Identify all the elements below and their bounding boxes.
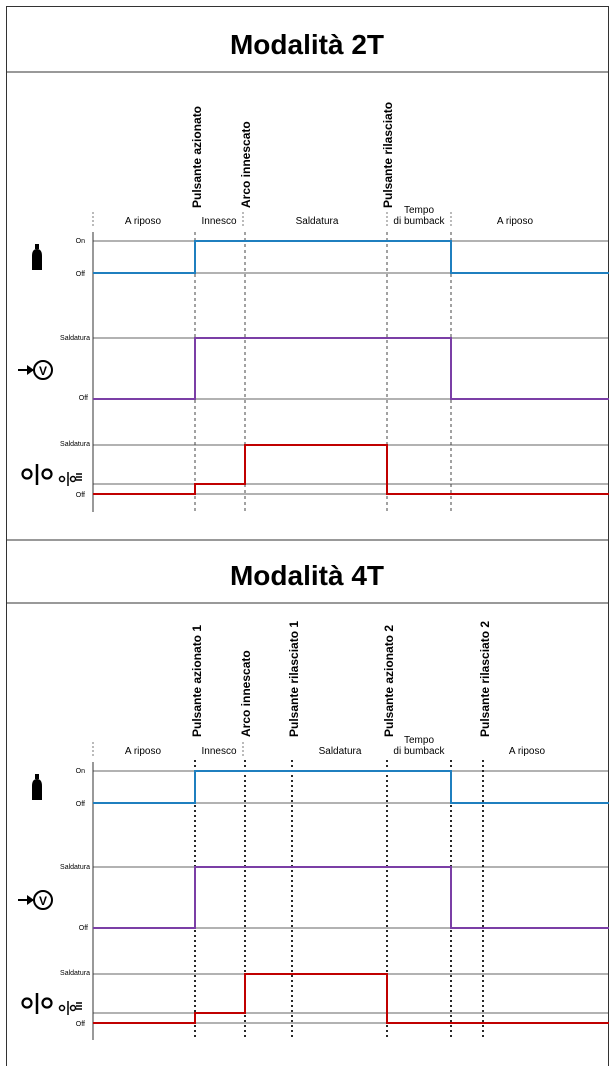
current-weld-label: Saldatura (60, 441, 90, 448)
phase-label-rest-end: A riposo (509, 746, 546, 757)
phase-label-burnback-2: di bumback (393, 216, 445, 227)
phase-label-welding: Saldatura (319, 746, 362, 757)
outer-border (6, 6, 609, 1066)
current-off-label: Off (76, 492, 85, 499)
phase-label-welding: Saldatura (296, 216, 339, 227)
voltage-signal (93, 866, 609, 929)
phase-label-burnback-1: Tempo (404, 735, 434, 746)
current-signal (93, 973, 609, 1024)
panel-2t: Modalità 2T Pulsante azionato Arco innes… (6, 29, 609, 512)
event-label-arc-struck: Arco innescato (239, 650, 253, 737)
voltage-signal (93, 337, 609, 400)
svg-text:V: V (39, 364, 47, 378)
phase-label-rest: A riposo (125, 746, 162, 757)
current-signal (93, 444, 609, 495)
event-label-button-released: Pulsante rilasciato (381, 102, 395, 208)
gas-cylinder-icon (32, 774, 42, 800)
gas-off-label: Off (76, 801, 85, 808)
event-label-button-pressed: Pulsante azionato (190, 106, 204, 208)
voltage-arrow-icon: V (18, 890, 53, 910)
welding-current-icon (21, 464, 82, 486)
voltage-off-label: Off (79, 925, 88, 932)
voltage-weld-label: Saldatura (60, 864, 90, 871)
event-label-button-released-2: Pulsante rilasciato 2 (478, 621, 492, 737)
gas-cylinder-icon (32, 244, 42, 270)
panel-title: Modalità 2T (230, 29, 384, 60)
phase-label-rest: A riposo (125, 216, 162, 227)
phase-label-burnback-2: di bumback (393, 746, 445, 757)
svg-text:V: V (39, 894, 47, 908)
event-label-button-pressed-2: Pulsante azionato 2 (382, 625, 396, 737)
gas-signal (93, 770, 609, 804)
phase-label-ignition: Innesco (201, 216, 236, 227)
gas-off-label: Off (76, 271, 85, 278)
panel-title: Modalità 4T (230, 560, 384, 591)
gas-signal (93, 240, 609, 274)
event-label-button-released-1: Pulsante rilasciato 1 (287, 621, 301, 737)
voltage-weld-label: Saldatura (60, 335, 90, 342)
phase-label-burnback-1: Tempo (404, 205, 434, 216)
event-label-button-pressed-1: Pulsante azionato 1 (190, 625, 204, 737)
gas-on-label: On (76, 238, 85, 245)
current-off-label: Off (76, 1021, 85, 1028)
current-weld-label: Saldatura (60, 970, 90, 977)
gas-on-label: On (76, 768, 85, 775)
phase-label-rest-end: A riposo (497, 216, 534, 227)
event-label-arc-struck: Arco innescato (239, 121, 253, 208)
panel-4t: Modalità 4T Pulsante azionato 1 Arco inn… (6, 560, 609, 1040)
voltage-arrow-icon: V (18, 360, 53, 380)
welding-current-icon (21, 993, 82, 1015)
voltage-off-label: Off (79, 395, 88, 402)
phase-label-ignition: Innesco (201, 746, 236, 757)
